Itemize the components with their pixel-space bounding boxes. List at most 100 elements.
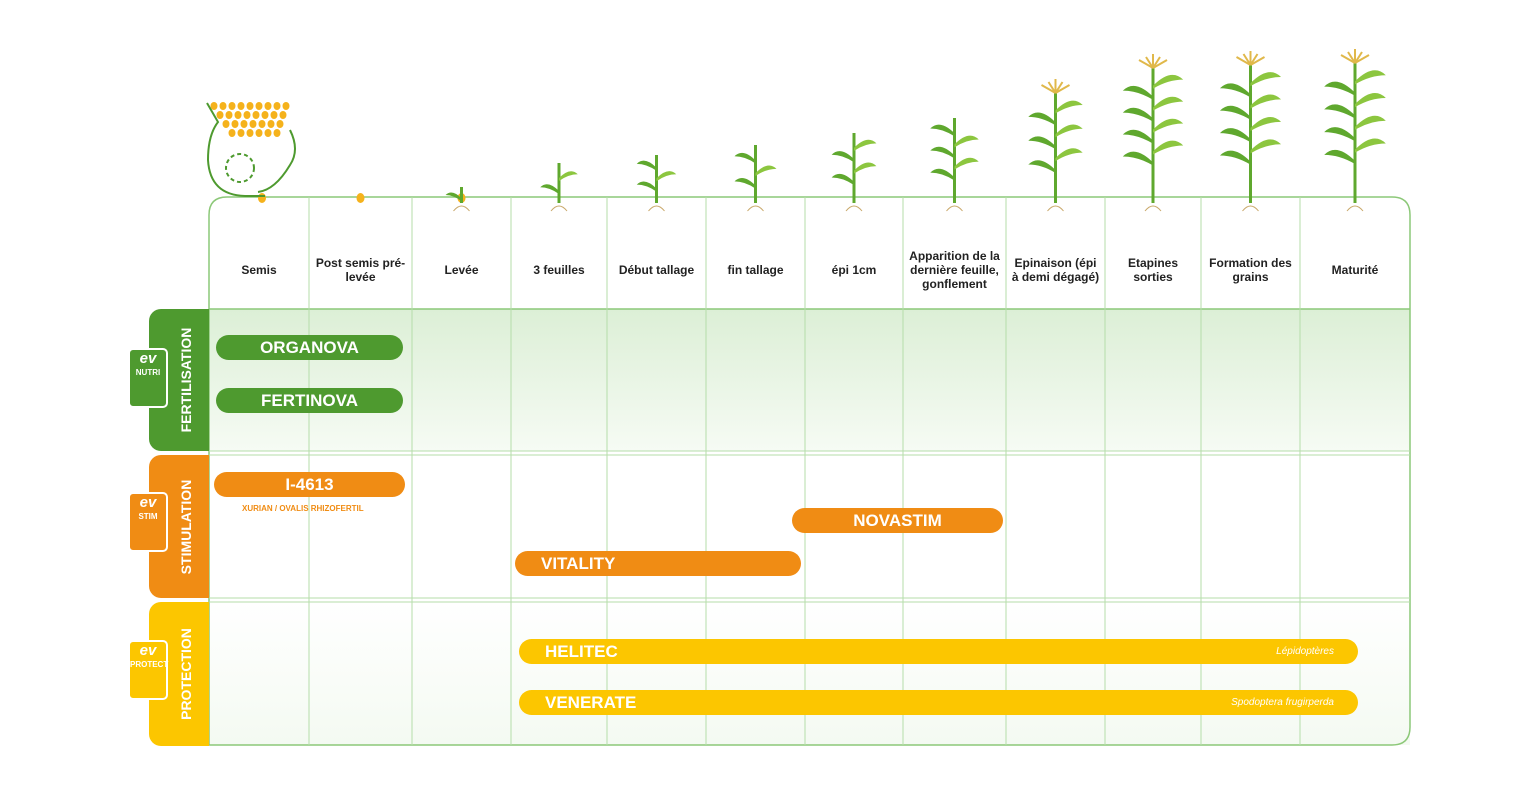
leaf xyxy=(734,178,756,189)
seed xyxy=(264,129,272,137)
plant-icons xyxy=(258,49,1386,212)
leaf xyxy=(930,124,955,137)
badge-name: STIM xyxy=(138,512,158,521)
leaf xyxy=(540,184,559,194)
stage-label: fin tallage xyxy=(727,263,784,277)
leaf xyxy=(954,157,979,170)
leaf xyxy=(1122,107,1153,122)
product-note: Lépidoptères xyxy=(1276,646,1334,657)
leaf xyxy=(559,171,578,181)
seed xyxy=(249,120,257,128)
leaf xyxy=(1153,74,1184,89)
leaf xyxy=(1055,124,1083,138)
tassel xyxy=(1047,81,1057,94)
stage-label: Post semis pré-levée xyxy=(315,256,406,284)
leaf xyxy=(1028,160,1056,173)
fertilisation-area xyxy=(209,309,1410,451)
product-name: HELITEC xyxy=(545,641,618,661)
seed xyxy=(267,120,275,128)
seed xyxy=(279,111,287,119)
section-label: FERTILISATION xyxy=(178,327,194,433)
stage-label: Maturité xyxy=(1331,263,1379,277)
leaf xyxy=(1355,115,1386,130)
root xyxy=(550,205,568,212)
leaf xyxy=(1153,96,1184,111)
seed xyxy=(255,102,263,110)
root xyxy=(747,205,764,212)
stage-label: 3 feuilles xyxy=(533,263,585,277)
root xyxy=(1346,205,1364,212)
leaf xyxy=(1324,104,1355,119)
seed-dispenser xyxy=(206,102,296,197)
leaf xyxy=(636,160,657,171)
leaf xyxy=(1122,129,1153,144)
leaf xyxy=(1055,100,1083,114)
stage-label: Début tallage xyxy=(618,263,695,277)
seed xyxy=(273,129,281,137)
leaf xyxy=(954,135,979,148)
leaf xyxy=(1219,83,1251,98)
leaf xyxy=(1153,118,1184,133)
seed xyxy=(273,102,281,110)
tassel xyxy=(1236,56,1251,66)
tassel xyxy=(1055,84,1070,94)
leaf xyxy=(831,151,854,163)
leaf xyxy=(1250,139,1282,154)
section-badge: ev PROTECT xyxy=(128,640,168,700)
badge-name: PROTECT xyxy=(130,660,169,669)
product-name: FERTINOVA xyxy=(261,390,358,410)
stage-label: épi 1cm xyxy=(831,263,877,277)
root xyxy=(648,205,665,212)
badge-name: NUTRI xyxy=(135,368,161,377)
tassel xyxy=(1054,81,1064,94)
leaf xyxy=(831,173,854,185)
leaf xyxy=(1355,138,1386,153)
root xyxy=(1242,205,1259,212)
tassel xyxy=(1145,56,1154,69)
leaf xyxy=(930,146,955,159)
seed xyxy=(210,102,218,110)
badge-logo: ev xyxy=(139,350,157,367)
tassel xyxy=(1340,54,1356,64)
product-name: ORGANOVA xyxy=(260,337,359,357)
product-bar: I-4613 xyxy=(214,472,405,497)
root xyxy=(946,205,963,212)
seed xyxy=(282,102,290,110)
leaf xyxy=(755,165,777,177)
seed xyxy=(255,129,263,137)
stage-label: Formation des grains xyxy=(1209,256,1292,284)
seed xyxy=(234,111,242,119)
product-bar: VENERATE Spodoptera frugirperda xyxy=(519,690,1358,715)
seed xyxy=(228,102,236,110)
product-note: XURIAN / OVALIS RHIZOFERTIL xyxy=(242,504,364,513)
seed xyxy=(240,120,248,128)
leaf xyxy=(1250,94,1282,109)
seed xyxy=(356,193,365,203)
leaf xyxy=(445,192,462,202)
protection-area xyxy=(209,602,1410,745)
product-bar: VITALITY xyxy=(515,551,801,576)
tassel xyxy=(1249,53,1259,66)
leaf xyxy=(1028,136,1056,150)
leaf xyxy=(1324,81,1355,96)
stage-label: Etapines sorties xyxy=(1127,256,1178,284)
seed xyxy=(237,102,245,110)
seed xyxy=(231,120,239,128)
root xyxy=(1047,205,1064,212)
leaf xyxy=(734,152,756,164)
tassel xyxy=(1347,51,1356,64)
seed xyxy=(222,120,230,128)
root xyxy=(453,205,470,212)
seed xyxy=(237,129,245,137)
seed xyxy=(258,193,266,203)
leaf xyxy=(1219,150,1251,165)
stage-label: Levée xyxy=(444,263,479,277)
seed xyxy=(246,102,254,110)
seed xyxy=(276,120,284,128)
leaf xyxy=(1028,112,1056,126)
tassel xyxy=(1250,56,1265,66)
stage-label: Epinaison (épi à demi dégagé) xyxy=(1011,256,1100,284)
seed xyxy=(264,102,272,110)
leaf xyxy=(1219,128,1251,143)
